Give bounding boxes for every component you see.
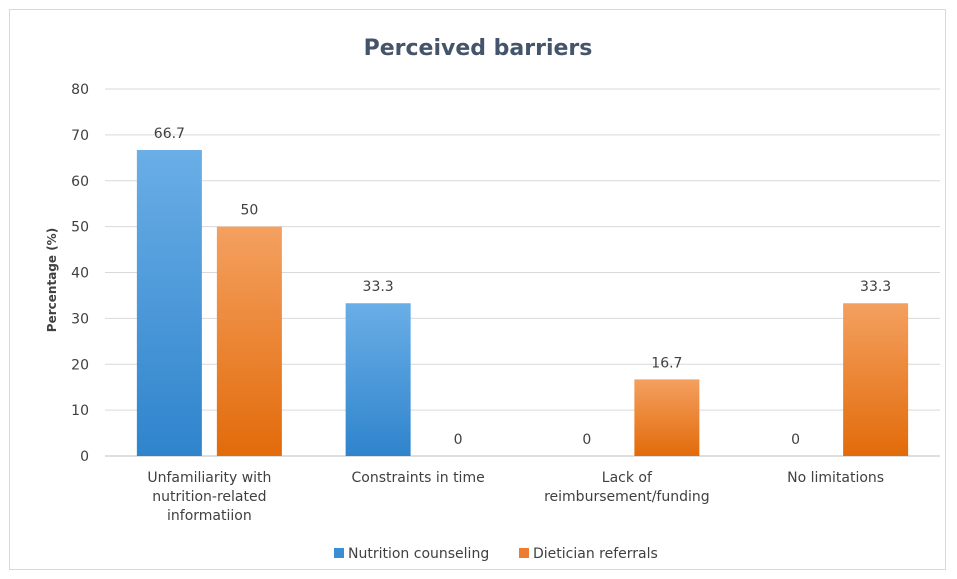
category-label: Lack of <box>602 470 653 486</box>
data-label: 16.7 <box>651 355 682 371</box>
bar-nutrition-counseling <box>136 150 202 457</box>
data-label: 50 <box>240 203 258 219</box>
legend-swatch <box>519 548 529 558</box>
y-tick-label: 80 <box>71 82 89 98</box>
data-label: 0 <box>454 432 463 448</box>
data-label: 33.3 <box>860 279 891 295</box>
category-label: Constraints in time <box>352 470 485 486</box>
data-label: 0 <box>791 432 800 448</box>
bar-dietician-referrals <box>843 303 909 456</box>
data-label: 33.3 <box>363 279 394 295</box>
y-tick-label: 10 <box>71 403 89 419</box>
y-tick-label: 60 <box>71 174 89 190</box>
y-tick-label: 0 <box>80 449 89 465</box>
legend-label: Dietician referrals <box>533 546 658 562</box>
data-label: 0 <box>582 432 591 448</box>
bar-dietician-referrals <box>216 226 282 456</box>
chart-frame: Perceived barriers 66.7 50 33.3 0 0 16.7 0 33.3… <box>9 9 946 570</box>
category-label: reimbursement/funding <box>544 489 710 505</box>
y-tick-label: 40 <box>71 266 89 282</box>
category-label: Unfamiliarity with <box>147 470 271 486</box>
data-label: 66.7 <box>154 126 185 142</box>
legend-label: Nutrition counseling <box>348 546 489 562</box>
bar-chart: Perceived barriers 66.7 50 33.3 0 0 16.7 0 33.3… <box>45 36 940 562</box>
category-label: nutrition-related <box>152 489 266 505</box>
bar-nutrition-counseling <box>345 303 411 456</box>
y-tick-label: 30 <box>71 311 89 327</box>
y-axis-title: Percentage (%) <box>45 228 59 332</box>
category-label: No limitations <box>787 470 884 486</box>
chart-title: Perceived barriers <box>364 36 593 61</box>
bar-dietician-referrals <box>634 379 700 456</box>
y-tick-label: 20 <box>71 357 89 373</box>
y-tick-label: 50 <box>71 220 89 236</box>
legend-swatch <box>334 548 344 558</box>
y-tick-label: 70 <box>71 128 89 144</box>
category-label: informatiion <box>167 508 252 524</box>
